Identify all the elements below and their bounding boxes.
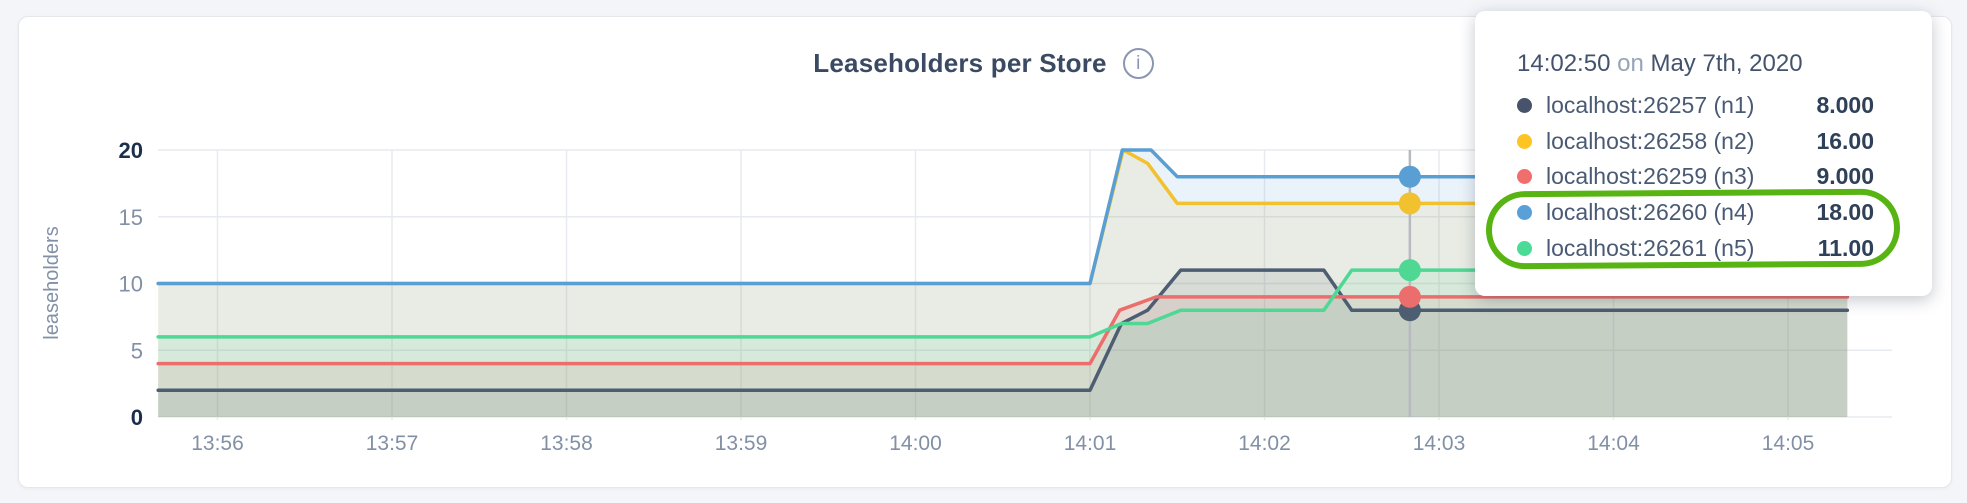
series-name: localhost:26258 (n2) [1546, 127, 1755, 154]
tooltip-row: localhost:26258 (n2) 16.00 [1517, 124, 1874, 160]
hover-point [1398, 192, 1421, 215]
series-name: localhost:26259 (n3) [1546, 163, 1755, 190]
green-highlight-annotation [1485, 188, 1901, 270]
series-value: 8.000 [1816, 92, 1874, 119]
hover-point [1398, 259, 1421, 282]
chart-header: Leaseholders per Store i [0, 48, 1967, 79]
series-value: 11.00 [1817, 234, 1874, 261]
series-name: localhost:26257 (n1) [1546, 92, 1755, 119]
tooltip-time: 14:02:50 [1517, 50, 1611, 77]
chart-title: Leaseholders per Store [813, 48, 1107, 78]
tooltip-row-highlighted: localhost:26260 (n4) 18.00 [1517, 195, 1874, 231]
series-line [156, 295, 1850, 366]
x-axis-tick-label: 14:00 [889, 432, 942, 455]
series-value: 16.00 [1816, 127, 1874, 154]
x-axis-tick-label: 14:01 [1064, 432, 1117, 455]
series-area [158, 270, 1848, 417]
series-color-dot [1517, 98, 1532, 114]
series-area [158, 296, 1848, 417]
y-axis-tick-label: 20 [119, 138, 143, 163]
series-area [158, 270, 1848, 417]
series-name: localhost:26260 (n4) [1546, 199, 1755, 226]
y-axis-tick-label: 10 [119, 272, 143, 297]
tooltip-on-word: on [1617, 50, 1644, 77]
y-axis-tick-label: 5 [131, 338, 143, 363]
hover-point [1398, 285, 1421, 308]
x-axis-tick-label: 14:02 [1238, 432, 1291, 455]
tooltip-row-highlighted: localhost:26261 (n5) 11.00 [1517, 230, 1874, 266]
hover-point [1398, 165, 1421, 188]
info-icon[interactable]: i [1122, 48, 1154, 79]
series-line [156, 268, 1850, 393]
series-color-dot [1517, 133, 1532, 149]
x-axis-tick-label: 13:57 [366, 432, 419, 455]
series-color-dot [1517, 169, 1532, 185]
series-color-dot [1517, 240, 1532, 256]
series-name: localhost:26261 (n5) [1546, 234, 1755, 261]
x-axis-tick-label: 13:59 [715, 432, 768, 455]
info-icon-glyph: i [1136, 53, 1141, 74]
series-value: 18.00 [1816, 199, 1874, 226]
tooltip-row: localhost:26257 (n1) 8.000 [1517, 88, 1874, 124]
y-axis-tick-label: 0 [131, 405, 143, 430]
series-line [156, 268, 1850, 339]
series-value: 9.000 [1816, 163, 1874, 190]
x-axis-tick-label: 14:05 [1762, 432, 1815, 455]
tooltip-date: May 7th, 2020 [1650, 50, 1803, 77]
tooltip-legend: localhost:26257 (n1) 8.000 localhost:26258… [1517, 88, 1874, 266]
tooltip-title: 14:02:50 on May 7th, 2020 [1517, 47, 1874, 81]
x-axis-tick-label: 13:56 [191, 432, 244, 455]
y-axis-tick-label: 15 [119, 205, 143, 230]
chart-tooltip: 14:02:50 on May 7th, 2020 localhost:2625… [1475, 11, 1932, 296]
tooltip-row: localhost:26259 (n3) 9.000 [1517, 159, 1874, 195]
series-line [156, 148, 1850, 286]
y-axis-title: leaseholders [41, 226, 63, 339]
x-axis-tick-label: 14:03 [1413, 432, 1466, 455]
x-axis-tick-label: 13:58 [540, 432, 593, 455]
series-color-dot [1517, 205, 1532, 221]
x-axis-tick-label: 14:04 [1587, 432, 1640, 455]
